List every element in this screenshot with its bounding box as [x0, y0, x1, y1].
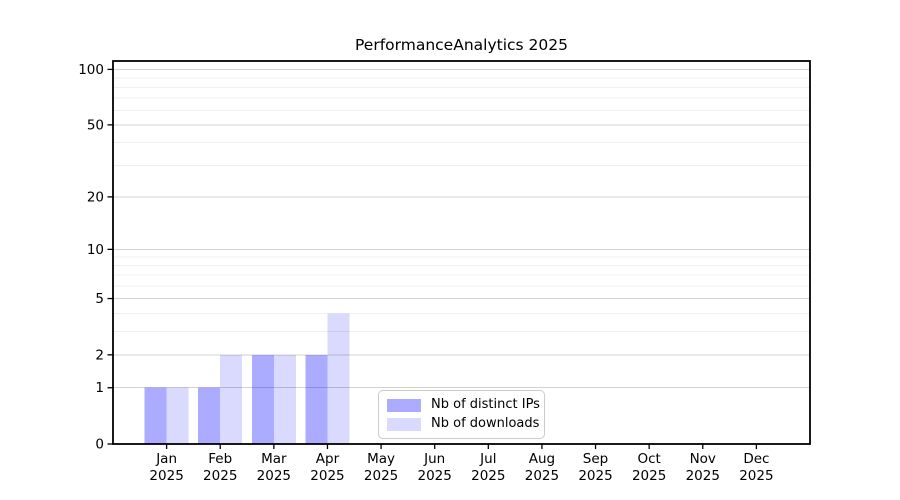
bar-distinct-ips — [251, 354, 274, 444]
y-axis-tick-label: 20 — [87, 189, 104, 205]
y-axis-tick-label: 100 — [78, 62, 104, 78]
plot-frame — [112, 60, 811, 445]
y-axis-tick-label: 1 — [95, 380, 104, 396]
y-axis-tick-label: 2 — [95, 347, 104, 363]
bar-distinct-ips — [198, 387, 221, 444]
y-axis-tick-label: 50 — [87, 117, 104, 133]
x-axis-tick-label: Apr 2025 — [310, 451, 344, 484]
legend-item-downloads: Nb of downloads — [387, 417, 544, 431]
x-axis-tick-label: Jul 2025 — [471, 451, 505, 484]
x-axis-tick-label: Nov 2025 — [686, 451, 720, 484]
x-axis-tick-label: Jan 2025 — [149, 451, 183, 484]
bar-downloads — [166, 387, 189, 444]
x-axis-tick-label: Dec 2025 — [739, 451, 773, 484]
y-axis-tick-label: 0 — [95, 436, 104, 452]
legend-item-distinct-ips: Nb of distinct IPs — [387, 398, 544, 412]
y-axis-tick-label: 5 — [95, 291, 104, 307]
legend-swatch-distinct-ips — [387, 398, 421, 412]
x-axis-tick-label: Jun 2025 — [418, 451, 452, 484]
bar-downloads — [327, 313, 350, 444]
bar-distinct-ips — [144, 387, 167, 444]
bar-downloads — [220, 354, 243, 444]
chart-legend: Nb of distinct IPs Nb of downloads — [378, 390, 545, 439]
bar-downloads — [273, 354, 296, 444]
x-axis-tick-label: Aug 2025 — [525, 451, 559, 484]
legend-label-downloads: Nb of downloads — [431, 416, 540, 431]
x-axis-tick-label: Sep 2025 — [578, 451, 612, 484]
x-axis-tick-label: Mar 2025 — [257, 451, 291, 484]
bar-distinct-ips — [305, 354, 328, 444]
x-axis-tick-label: Oct 2025 — [632, 451, 666, 484]
x-axis-tick-label: Feb 2025 — [203, 451, 237, 484]
legend-label-distinct-ips: Nb of distinct IPs — [431, 397, 540, 412]
legend-swatch-downloads — [387, 417, 421, 431]
y-axis-tick-label: 10 — [87, 242, 104, 258]
x-axis-tick-label: May 2025 — [364, 451, 398, 484]
chart-title: PerformanceAnalytics 2025 — [355, 36, 568, 54]
